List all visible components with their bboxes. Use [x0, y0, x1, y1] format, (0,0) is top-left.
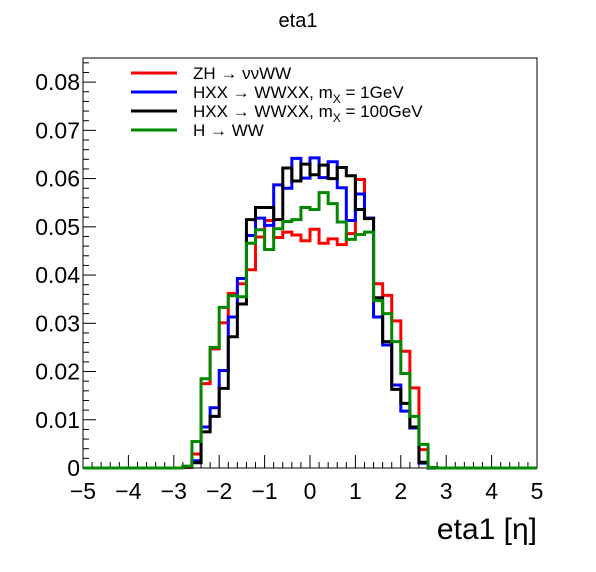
y-tick-label: 0.03	[35, 310, 80, 336]
y-tick-label: 0.07	[35, 117, 80, 143]
x-tick-label: 0	[304, 478, 317, 504]
y-tick-label: 0.02	[35, 359, 80, 385]
x-tick-label: 1	[349, 478, 362, 504]
x-tick-label: −3	[161, 478, 187, 504]
x-tick-label: 3	[440, 478, 453, 504]
y-tick-label: 0.06	[35, 166, 80, 192]
legend-label-1: ZH → ννWW	[193, 64, 291, 83]
x-tick-label: −4	[115, 478, 141, 504]
histogram-series	[83, 156, 537, 470]
axis-ticks	[82, 62, 538, 469]
legend-label-3: HXX → WWXX, mX = 100GeV	[193, 102, 423, 125]
y-tick-label: 0.04	[35, 262, 80, 288]
series-line-2	[83, 156, 537, 470]
x-tick-label: 4	[485, 478, 498, 504]
y-tick-label: 0.01	[35, 407, 80, 433]
legend-label-4: H → WW	[193, 121, 264, 140]
y-tick-label: 0	[67, 455, 80, 481]
y-tick-label: 0.08	[35, 69, 80, 95]
legend-label-2: HXX → WWXX, mX = 1GeV	[193, 83, 404, 106]
x-tick-label: 2	[394, 478, 407, 504]
chart-title: eta1	[279, 10, 318, 32]
x-tick-label: −1	[251, 478, 277, 504]
series-line-1	[83, 178, 537, 470]
x-axis-tick-labels: −5 −4 −3 −2 −1 0 1 2 3 4 5	[70, 478, 544, 504]
x-axis-title: eta1 [η]	[437, 513, 537, 546]
y-axis-tick-labels: 0 0.01 0.02 0.03 0.04 0.05 0.06 0.07 0.08	[35, 69, 80, 481]
x-tick-label: 5	[531, 478, 544, 504]
y-tick-label: 0.05	[35, 214, 80, 240]
x-tick-label: −5	[70, 478, 96, 504]
series-line-4	[83, 191, 537, 470]
x-tick-label: −2	[206, 478, 232, 504]
